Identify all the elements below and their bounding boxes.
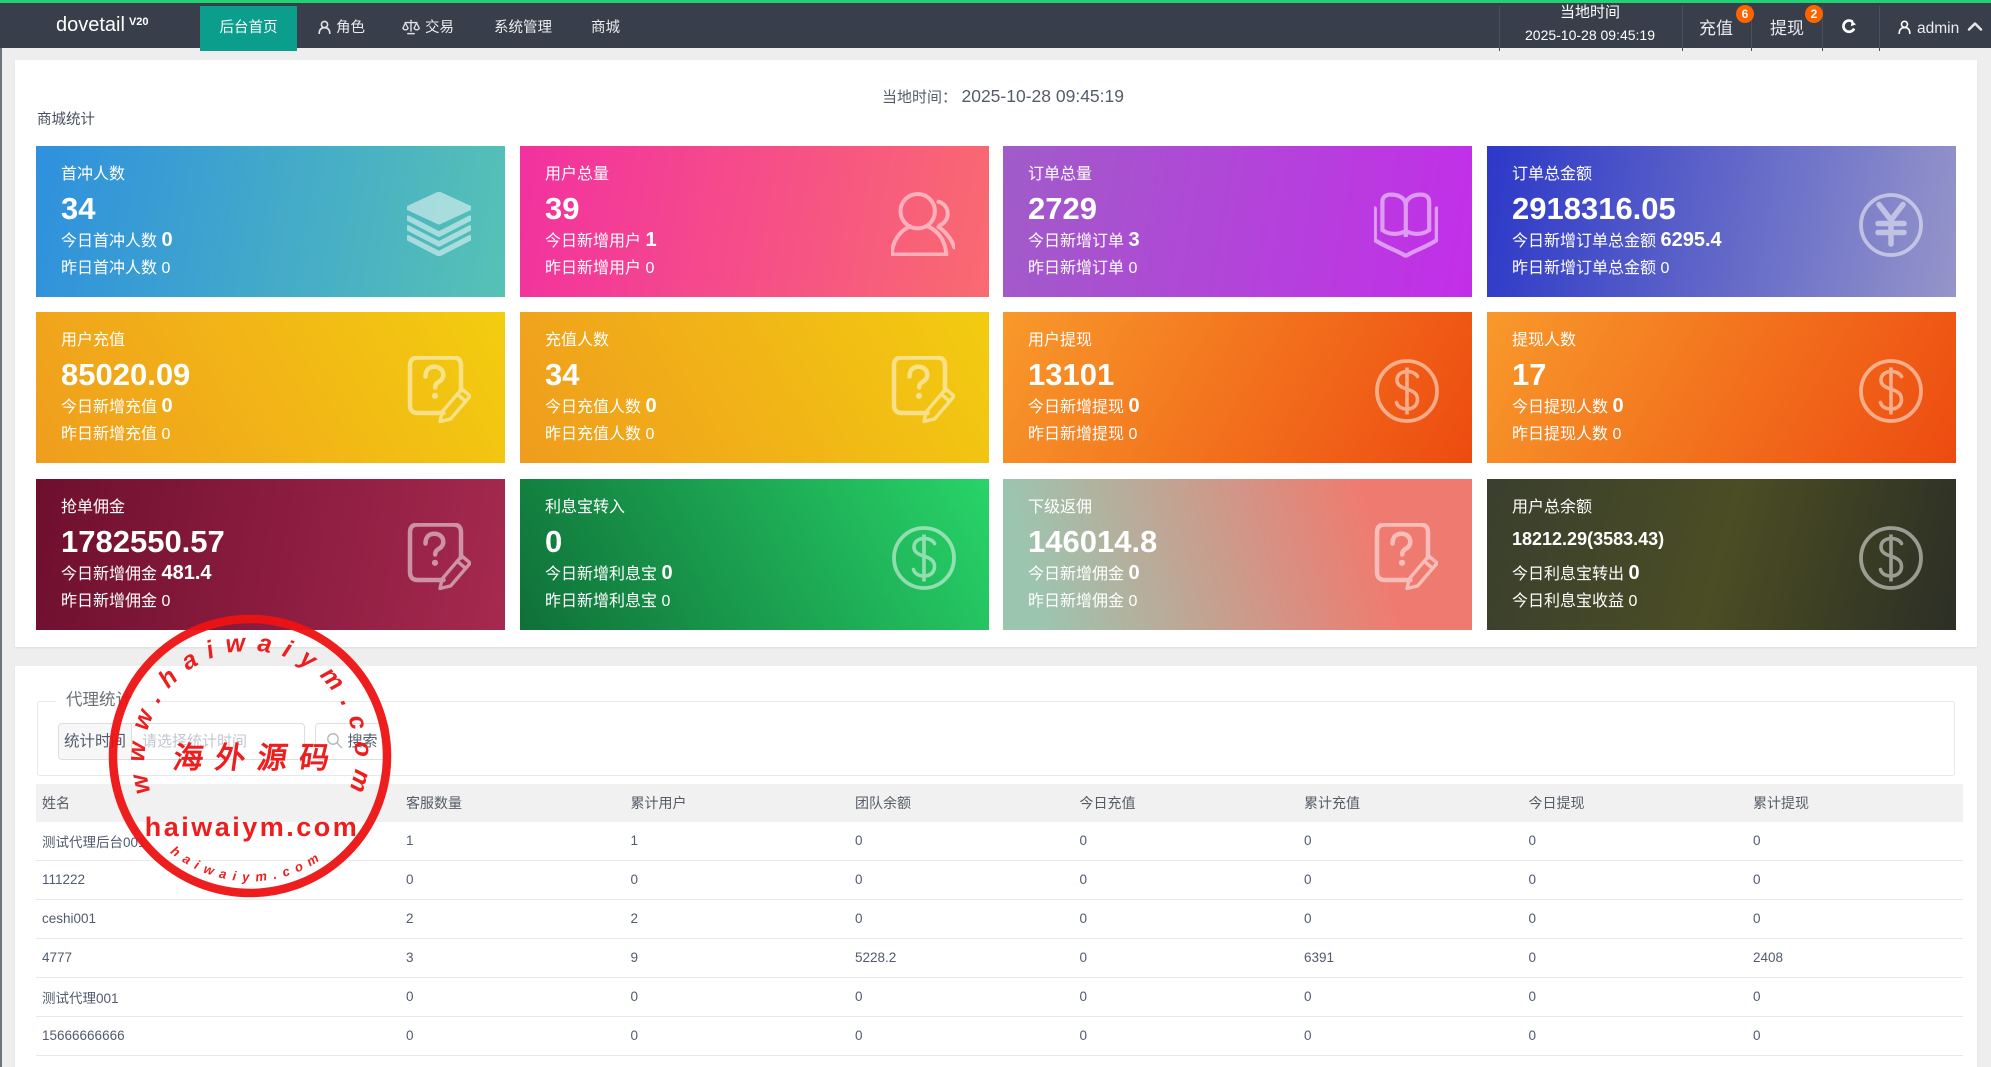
svg-text:海外源码: 海外源码 (171, 733, 345, 777)
svg-text:haiwaiym.com: haiwaiym.com (145, 812, 360, 842)
